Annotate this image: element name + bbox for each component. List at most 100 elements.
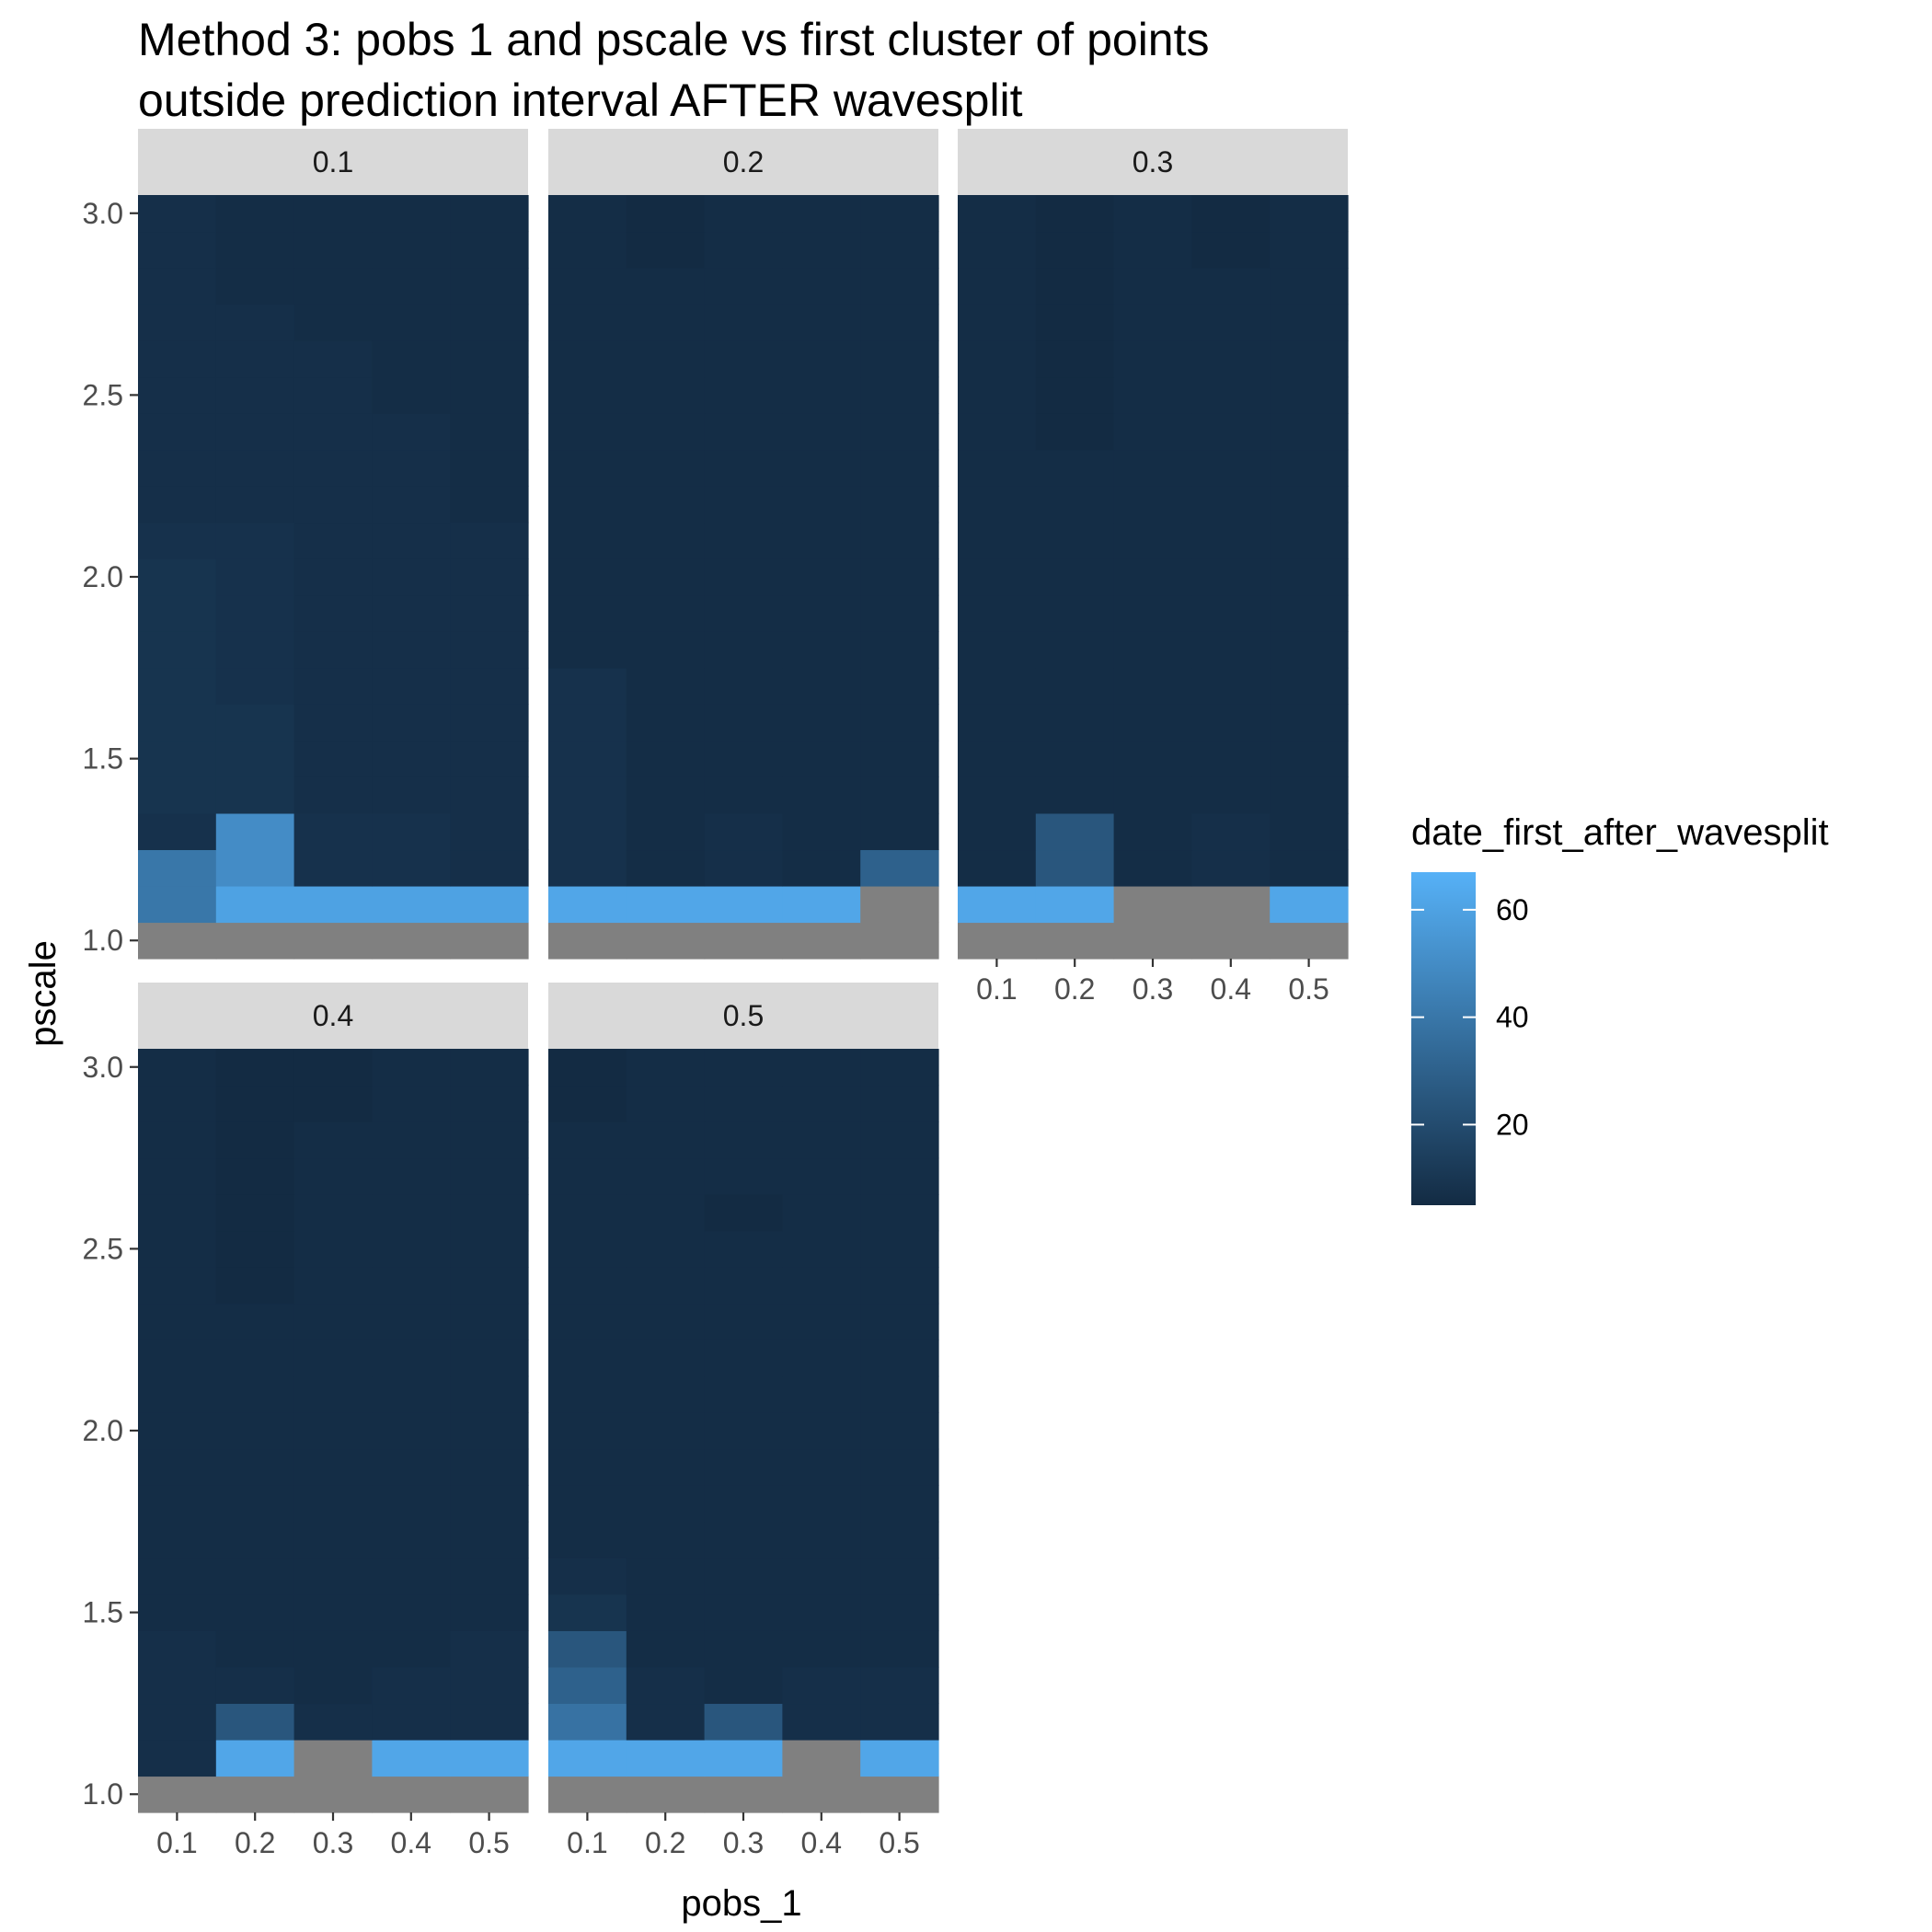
x-tick-label: 0.3 bbox=[723, 1826, 764, 1859]
heatmap-tile bbox=[1113, 195, 1192, 233]
heatmap-tile bbox=[958, 776, 1037, 814]
heatmap-tile bbox=[860, 1412, 939, 1450]
heatmap-tile bbox=[372, 486, 451, 523]
heatmap-tile bbox=[215, 1448, 295, 1486]
heatmap-tile bbox=[1270, 413, 1349, 451]
heatmap-tile bbox=[704, 304, 783, 341]
heatmap-tile bbox=[138, 1157, 217, 1195]
heatmap-tile bbox=[215, 1776, 295, 1813]
heatmap-tile bbox=[293, 1485, 373, 1523]
facet-panel: 0.3 0.1 0.2 0.3 0.4 0.5 bbox=[957, 129, 1349, 1006]
heatmap-tile bbox=[450, 1049, 529, 1087]
heatmap-tile bbox=[782, 413, 861, 451]
heatmap-tile bbox=[1270, 776, 1349, 814]
heatmap-tile bbox=[548, 740, 627, 777]
heatmap-tile bbox=[860, 1558, 939, 1595]
facet-strip-label: 0.2 bbox=[723, 145, 764, 178]
heatmap-tile bbox=[450, 268, 529, 305]
heatmap-tile bbox=[372, 1448, 451, 1486]
heatmap-tile bbox=[548, 1049, 627, 1087]
heatmap-tile bbox=[704, 558, 783, 596]
heatmap-tile bbox=[1191, 849, 1271, 887]
heatmap-tile bbox=[215, 1303, 295, 1340]
heatmap-tile bbox=[1035, 376, 1115, 414]
heatmap-tile bbox=[958, 667, 1037, 705]
heatmap-tile bbox=[372, 558, 451, 596]
heatmap-tile bbox=[1270, 885, 1349, 924]
heatmap-tile bbox=[372, 1157, 451, 1195]
x-tick-label: 0.2 bbox=[235, 1826, 275, 1859]
heatmap-tile bbox=[1191, 776, 1271, 814]
x-tick-label: 0.5 bbox=[1288, 972, 1328, 1006]
heatmap-tile bbox=[860, 667, 939, 705]
heatmap-tile bbox=[548, 1776, 627, 1813]
heatmap-tile bbox=[860, 558, 939, 596]
heatmap-tile bbox=[372, 885, 451, 924]
heatmap-tile bbox=[548, 1558, 627, 1595]
heatmap-tile bbox=[704, 1593, 783, 1631]
heatmap-tile bbox=[548, 1375, 627, 1413]
heatmap-tile bbox=[626, 849, 706, 887]
heatmap-tile bbox=[372, 1121, 451, 1159]
heatmap-tile bbox=[1113, 231, 1192, 269]
heatmap-tile bbox=[958, 195, 1037, 233]
heatmap-tile bbox=[958, 558, 1037, 596]
heatmap-tile bbox=[450, 1666, 529, 1705]
heatmap-tile bbox=[782, 1375, 861, 1413]
heatmap-tile bbox=[138, 1485, 217, 1523]
heatmap-tile bbox=[958, 812, 1037, 851]
heatmap-tile bbox=[138, 304, 217, 341]
heatmap-tile bbox=[138, 449, 217, 487]
heatmap-tile bbox=[548, 1739, 627, 1777]
heatmap-tile bbox=[548, 1230, 627, 1268]
heatmap-tile bbox=[626, 522, 706, 559]
heatmap-tile bbox=[860, 376, 939, 414]
heatmap-tile bbox=[860, 1303, 939, 1340]
heatmap-tile bbox=[626, 1703, 706, 1741]
heatmap-tile bbox=[215, 1521, 295, 1558]
heatmap-tile bbox=[1035, 340, 1115, 378]
y-tick-label: 2.5 bbox=[83, 378, 123, 411]
facet-strip-label: 0.5 bbox=[723, 999, 764, 1032]
facet-panel: 0.4 1.0 1.5 2.0 2.5 3.0 0.1 0.2 0.3 0.4 0.5 bbox=[83, 983, 529, 1859]
heatmap-tile bbox=[138, 631, 217, 669]
heatmap-tile bbox=[626, 922, 706, 960]
heatmap-tile bbox=[215, 631, 295, 669]
heatmap-tile bbox=[860, 195, 939, 233]
heatmap-tile bbox=[450, 812, 529, 851]
heatmap-tile bbox=[215, 1630, 295, 1668]
x-tick-label: 0.2 bbox=[1054, 972, 1095, 1006]
heatmap-tile bbox=[293, 922, 373, 960]
heatmap-tile bbox=[215, 1485, 295, 1523]
color-legend: date_first_after_wavesplit 20 40 60 bbox=[1411, 812, 1829, 1205]
heatmap-tile bbox=[1270, 594, 1349, 632]
heatmap-tile bbox=[548, 1485, 627, 1523]
heatmap-tile bbox=[704, 1230, 783, 1268]
heatmap-tile bbox=[860, 304, 939, 341]
heatmap-tile bbox=[215, 1375, 295, 1413]
heatmap-tile bbox=[215, 667, 295, 705]
heatmap-tile bbox=[1113, 849, 1192, 887]
heatmap-tile bbox=[958, 449, 1037, 487]
heatmap-tile bbox=[450, 1739, 529, 1777]
heatmap-tile bbox=[626, 1049, 706, 1087]
heatmap-tile bbox=[293, 376, 373, 414]
heatmap-tile bbox=[215, 776, 295, 814]
heatmap-tile bbox=[782, 812, 861, 851]
heatmap-tile bbox=[860, 776, 939, 814]
heatmap-tile bbox=[372, 195, 451, 233]
heatmap-tile bbox=[138, 376, 217, 414]
heatmap-tile bbox=[138, 667, 217, 705]
x-tick-label: 0.4 bbox=[801, 1826, 842, 1859]
heatmap-tile bbox=[450, 449, 529, 487]
heatmap-tile bbox=[1113, 449, 1192, 487]
heatmap-tile bbox=[293, 1230, 373, 1268]
heatmap-tile bbox=[782, 1340, 861, 1377]
heatmap-tile bbox=[860, 1340, 939, 1377]
heatmap-tile bbox=[704, 1121, 783, 1159]
heatmap-tile bbox=[548, 486, 627, 523]
heatmap-tile bbox=[548, 304, 627, 341]
heatmap-tile bbox=[1191, 812, 1271, 851]
heatmap-tile bbox=[450, 1085, 529, 1122]
heatmap-tile bbox=[215, 922, 295, 960]
